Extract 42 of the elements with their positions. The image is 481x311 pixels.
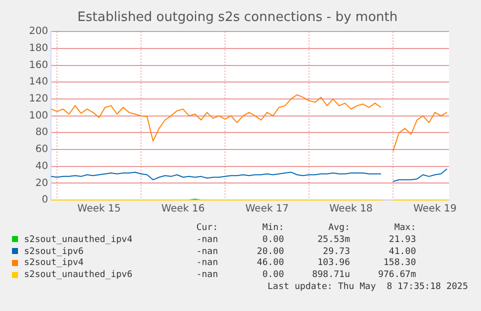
legend-label: s2sout_unauthed_ipv4	[23, 234, 134, 247]
y-tick-label: 140	[28, 76, 48, 88]
y-tick-label: 20	[35, 178, 48, 189]
x-tick-label: Week 18	[329, 204, 373, 215]
text: -nan	[195, 246, 218, 258]
text: -nan	[195, 258, 218, 270]
text: 46.00	[256, 258, 284, 270]
legend-label: s2sout_ipv4	[23, 258, 85, 270]
text: 898.71u	[311, 270, 350, 282]
text: 103.96	[316, 258, 350, 270]
y-tick-label: 120	[28, 94, 48, 105]
y-tick-label: 160	[28, 60, 48, 71]
x-tick-label: Week 15	[77, 204, 121, 215]
y-tick-label: 180	[28, 43, 48, 54]
text: 0.00	[261, 234, 284, 247]
y-tick-label: 60	[35, 144, 48, 156]
text: Avg:	[327, 223, 350, 235]
legend-label: s2sout_ipv6	[23, 246, 85, 258]
text: 41.00	[388, 246, 416, 258]
y-tick-label: 0	[42, 194, 48, 206]
text: 29.73	[322, 246, 350, 258]
x-tick-label: Week 17	[245, 204, 289, 215]
text: -nan	[195, 234, 218, 247]
x-tick-label: Week 16	[161, 204, 205, 215]
y-tick-label: 100	[28, 110, 48, 122]
text: Cur:	[195, 223, 218, 235]
y-tick-label: 40	[35, 160, 48, 172]
legend-label: s2sout_unauthed_ipv6	[23, 270, 134, 282]
text: 0.00	[261, 270, 284, 282]
text: 976.67m	[377, 270, 416, 282]
text: -nan	[195, 270, 218, 282]
text: 21.93	[388, 234, 416, 247]
text: Min:	[261, 223, 284, 235]
y-tick-label: 200	[28, 26, 48, 38]
text: 20.00	[256, 246, 284, 258]
chart-title: Established outgoing s2s connections - by month	[77, 10, 398, 26]
text: Max:	[393, 223, 416, 235]
y-tick-label: 80	[35, 127, 48, 138]
text: Last update: Thu May 8 17:35:18 2025	[268, 282, 468, 292]
text: 158.30	[382, 258, 416, 270]
text: 25.53m	[316, 234, 350, 247]
x-tick-label: Week 19	[413, 204, 457, 215]
